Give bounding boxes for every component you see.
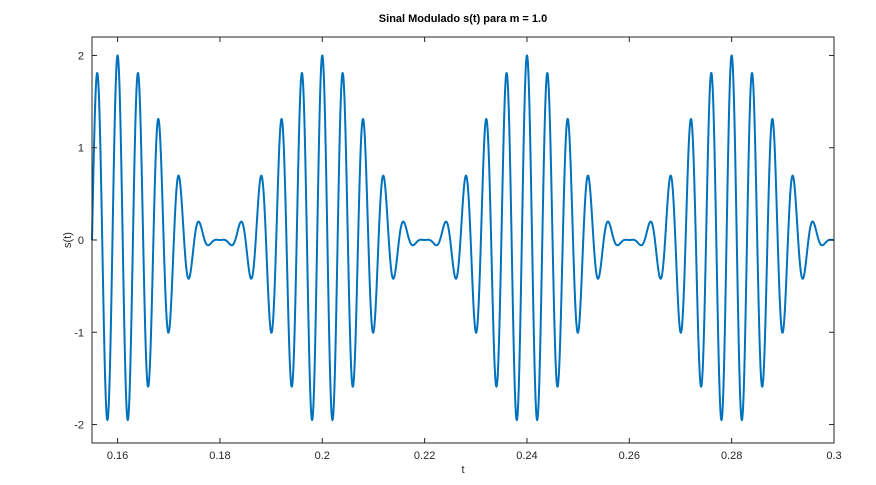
y-axis-label: s(t) xyxy=(62,232,74,248)
y-tick-label: 1 xyxy=(78,143,84,155)
chart-title: Sinal Modulado s(t) para m = 1.0 xyxy=(379,13,547,25)
x-tick-label: 0.22 xyxy=(414,450,435,462)
x-tick-label: 0.16 xyxy=(107,450,128,462)
y-tick-label: 2 xyxy=(78,50,84,62)
x-tick-label: 0.26 xyxy=(619,450,640,462)
signal-series-line xyxy=(91,54,835,422)
x-tick-label: 0.2 xyxy=(315,450,330,462)
x-tick-label: 0.28 xyxy=(721,450,742,462)
y-ticks: -2 -1 0 1 2 xyxy=(74,50,834,432)
series-layer xyxy=(91,54,835,422)
x-tick-label: 0.3 xyxy=(826,450,841,462)
y-tick-label: -1 xyxy=(74,327,84,339)
x-ticks: 0.16 0.18 0.2 0.22 0.24 0.26 0.28 0.3 xyxy=(107,37,842,462)
x-tick-label: 0.18 xyxy=(209,450,230,462)
x-tick-label: 0.24 xyxy=(516,450,537,462)
y-tick-label: 0 xyxy=(78,235,84,247)
y-tick-label: -2 xyxy=(74,420,84,432)
x-axis-label: t xyxy=(461,464,464,476)
